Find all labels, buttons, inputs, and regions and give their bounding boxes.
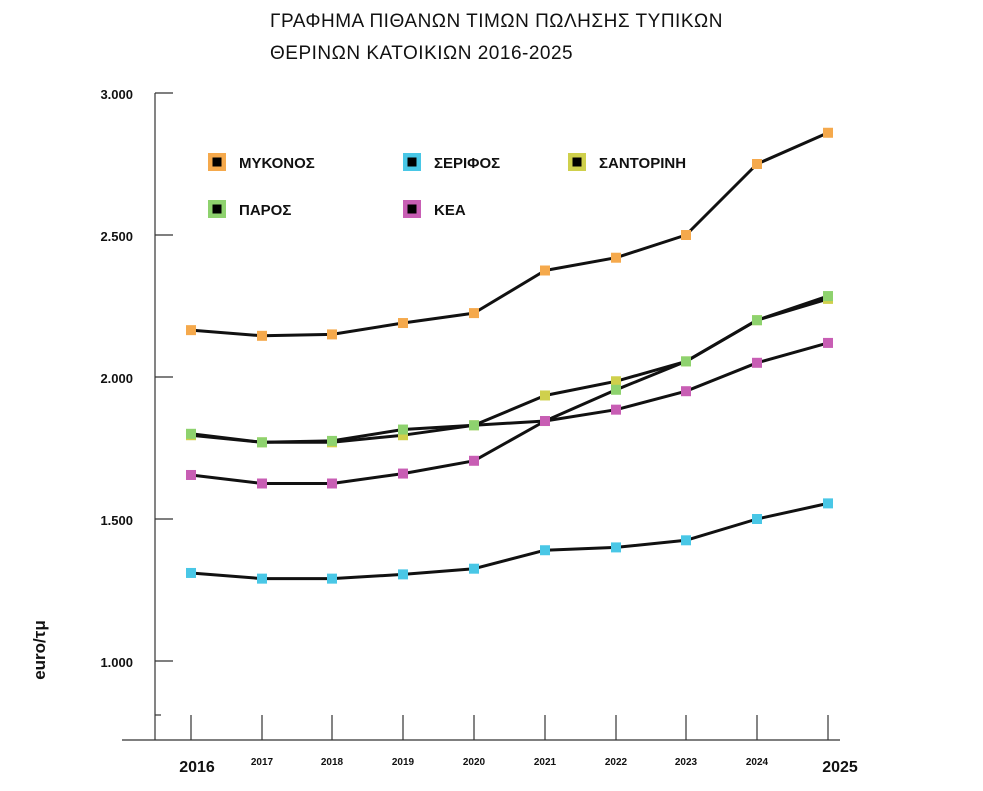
data-point [540,545,550,556]
data-point [327,478,337,489]
y-tick-label: 1.500 [100,513,133,528]
data-point [752,514,762,524]
data-point [469,563,479,574]
chart-title-line-1: ΓΡΑΦΗΜΑ ΠΙΘΑΝΩΝ ΤΙΜΩΝ ΠΩΛΗΣΗΣ ΤΥΠΙΚΩΝ [270,11,723,32]
data-point [398,318,408,329]
data-point [823,337,833,348]
data-point [257,478,267,489]
x-tick-label: 2019 [392,757,415,768]
x-tick-label: 2025 [822,759,858,776]
x-tick-label: 2018 [321,757,344,768]
data-point [823,127,833,138]
series-line [190,294,829,444]
data-point [540,390,550,401]
data-point [681,535,691,546]
data-point [327,573,337,584]
series-line [190,501,829,581]
data-point [186,567,196,578]
data-point [469,420,479,431]
legend-label: ΣΑΝΤΟΡΙΝΗ [599,155,686,172]
legend-label: ΠΑΡΟΣ [239,202,291,219]
data-point [823,498,833,509]
data-point [611,404,621,415]
data-point [398,424,408,435]
data-point [611,384,621,395]
data-point [398,430,408,441]
legend-label: ΚΕΑ [434,202,466,219]
data-point [681,356,691,367]
y-tick-label: 2.000 [100,371,133,386]
legend-swatch-center [212,204,222,214]
data-point [398,569,408,580]
data-point [752,159,762,169]
y-tick-label: 2.500 [100,229,133,244]
legend-swatch-center [407,157,417,167]
x-tick-label: 2017 [251,757,274,768]
data-point [327,329,337,340]
data-point [186,469,196,480]
y-tick-label: 3.000 [100,87,133,102]
data-point [752,315,762,326]
series-line [190,131,829,338]
x-tick-label: 2022 [605,757,628,768]
data-point [257,437,267,448]
data-point [469,455,479,466]
data-point [469,308,479,319]
chart-title-line-2: ΘΕΡΙΝΩΝ ΚΑΤΟΙΚΙΩΝ 2016-2025 [270,43,574,64]
x-tick-label: 2016 [179,759,215,776]
data-point [327,435,337,446]
data-point [540,265,550,276]
y-tick-label: 1.000 [100,655,133,670]
data-point [257,573,267,584]
data-point [398,468,408,479]
x-tick-label: 2020 [463,757,486,768]
data-point [540,416,550,427]
data-point [752,357,762,368]
x-tick-label: 2021 [534,757,557,768]
x-tick-label: 2023 [675,757,698,768]
legend-swatch-center [212,157,222,167]
series-line [190,297,829,444]
series-line [190,341,829,485]
data-point [186,428,196,439]
data-point [681,230,691,240]
data-point [681,386,691,397]
legend-swatch-center [407,204,417,214]
data-point [611,376,621,387]
data-point [611,542,621,553]
data-point [186,325,196,336]
legend-label: ΣΕΡΙΦΟΣ [434,155,500,172]
data-point [611,252,621,263]
chart-title: ΓΡΑΦΗΜΑ ΠΙΘΑΝΩΝ ΤΙΜΩΝ ΠΩΛΗΣΗΣ ΤΥΠΙΚΩΝ ΘΕ… [270,6,723,70]
data-point [823,291,833,302]
x-tick-label: 2024 [746,757,769,768]
data-point [257,330,267,341]
legend-label: ΜΥΚΟΝΟΣ [239,155,315,172]
legend-swatch-center [572,157,582,167]
